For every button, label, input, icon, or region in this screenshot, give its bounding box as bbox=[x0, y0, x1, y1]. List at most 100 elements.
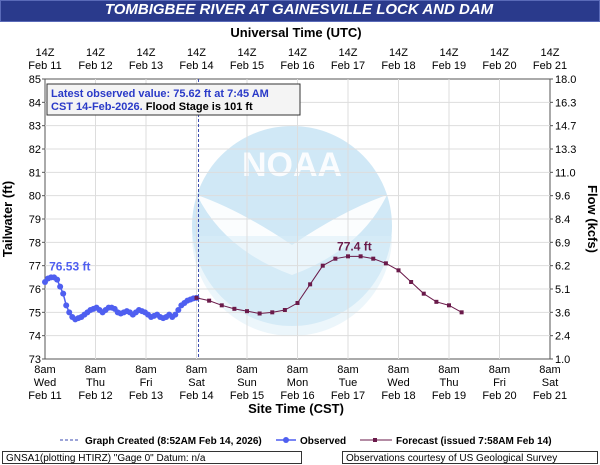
right-tick-label: 6.9 bbox=[555, 237, 570, 249]
legend-observed-label: Observed bbox=[300, 436, 346, 447]
top-tick-label: 14Z bbox=[541, 47, 560, 59]
bottom-tick-label: 8am bbox=[85, 364, 106, 376]
bottom-tick-label: Feb 21 bbox=[533, 390, 567, 402]
top-tick-label: Feb 19 bbox=[432, 60, 466, 72]
forecast-point bbox=[346, 254, 350, 259]
forecast-peak-label: 77.4 ft bbox=[337, 239, 372, 253]
top-tick-label: 14Z bbox=[339, 47, 358, 59]
left-tick-label: 84 bbox=[29, 97, 41, 109]
observed-series bbox=[42, 274, 200, 323]
right-tick-label: 8.4 bbox=[555, 214, 570, 226]
legend-created-label: Graph Created (8:52AM Feb 14, 2026) bbox=[85, 436, 262, 447]
observed-point bbox=[57, 283, 64, 290]
latest-value-box: Latest observed value: 75.62 ft at 7:45 … bbox=[46, 83, 301, 116]
bottom-tick-label: Thu bbox=[86, 377, 105, 389]
bottom-tick-label: Feb 15 bbox=[230, 390, 264, 402]
forecast-point bbox=[282, 308, 287, 312]
footer-credit: Observations courtesy of US Geological S… bbox=[342, 451, 598, 464]
noaa-logo-water bbox=[192, 236, 392, 336]
forecast-point bbox=[383, 261, 388, 266]
left-tick-label: 83 bbox=[29, 121, 41, 133]
noaa-logo-text: NOAA bbox=[242, 146, 342, 184]
legend-observed-marker bbox=[283, 437, 289, 443]
noaa-logo: NOAA bbox=[192, 126, 392, 336]
left-tick-label: 85 bbox=[29, 74, 41, 86]
left-tick-label: 81 bbox=[29, 167, 41, 179]
right-tick-label: 5.1 bbox=[555, 284, 570, 296]
left-axis-ticks: 73 74 75 76 77 78 79 80 81 82 83 84 85 bbox=[29, 74, 45, 366]
right-tick-label: 13.3 bbox=[555, 144, 576, 156]
legend-forecast-marker bbox=[373, 438, 377, 442]
bottom-tick-label: 8am bbox=[34, 364, 55, 376]
legend-forecast-label: Forecast (issued 7:58AM Feb 14) bbox=[396, 436, 552, 447]
bottom-tick-label: 8am bbox=[287, 364, 308, 376]
bottom-tick-label: Feb 20 bbox=[482, 390, 516, 402]
left-tick-label: 74 bbox=[29, 331, 41, 343]
bottom-tick-label: 8am bbox=[388, 364, 409, 376]
bottom-axis-title: Site Time (CST) bbox=[248, 401, 344, 416]
bottom-tick-label: 8am bbox=[236, 364, 257, 376]
top-tick-label: 14Z bbox=[86, 47, 105, 59]
observed-point bbox=[66, 309, 73, 316]
bottom-tick-label: Feb 12 bbox=[78, 390, 112, 402]
left-tick-label: 80 bbox=[29, 191, 41, 203]
top-tick-label: 14Z bbox=[288, 47, 307, 59]
top-tick-label: Feb 12 bbox=[78, 60, 112, 72]
top-tick-label: 14Z bbox=[238, 47, 257, 59]
right-tick-label: 11.0 bbox=[555, 167, 576, 179]
top-tick-label: Feb 16 bbox=[280, 60, 314, 72]
latest-value-date: CST 14-Feb-2026. bbox=[51, 101, 143, 113]
top-tick-label: 14Z bbox=[389, 47, 408, 59]
left-axis-title: Tailwater (ft) bbox=[0, 181, 15, 257]
bottom-tick-label: Feb 14 bbox=[179, 390, 213, 402]
top-tick-label: Feb 13 bbox=[129, 60, 163, 72]
forecast-point bbox=[421, 291, 426, 296]
left-tick-label: 79 bbox=[29, 214, 41, 226]
bottom-tick-label: Mon bbox=[287, 377, 308, 389]
observed-peak-label: 76.53 ft bbox=[49, 260, 90, 274]
top-tick-label: 14Z bbox=[36, 47, 55, 59]
right-axis-title: Flow (kcfs) bbox=[585, 185, 600, 253]
right-tick-label: 9.6 bbox=[555, 191, 570, 203]
footer-datum: GNSA1(plotting HTIRZ) "Gage 0" Datum: n/… bbox=[2, 451, 302, 464]
top-tick-label: 14Z bbox=[490, 47, 509, 59]
latest-value-line2: CST 14-Feb-2026. Flood Stage is 101 ft bbox=[51, 101, 253, 113]
bottom-tick-label: 8am bbox=[438, 364, 459, 376]
bottom-tick-label: Wed bbox=[387, 377, 409, 389]
right-axis-ticks: 1.0 2.4 3.6 5.1 6.2 6.9 8.4 9.6 11.0 13.3 14.7 16.3… bbox=[550, 74, 576, 366]
top-tick-label: 14Z bbox=[440, 47, 459, 59]
bottom-tick-label: Wed bbox=[34, 377, 56, 389]
legend: Graph Created (8:52AM Feb 14, 2026) Obse… bbox=[60, 436, 552, 447]
top-tick-label: Feb 18 bbox=[381, 60, 415, 72]
left-tick-label: 73 bbox=[29, 354, 41, 366]
forecast-line bbox=[196, 255, 462, 315]
observed-point bbox=[54, 276, 61, 283]
flood-stage-text: Flood Stage is 101 ft bbox=[143, 101, 253, 113]
forecast-point bbox=[447, 303, 451, 308]
bottom-tick-label: 8am bbox=[186, 364, 207, 376]
right-tick-label: 1.0 bbox=[555, 354, 570, 366]
grid bbox=[45, 79, 550, 359]
left-tick-label: 78 bbox=[29, 237, 41, 249]
forecast-point bbox=[333, 256, 338, 261]
bottom-tick-label: Feb 18 bbox=[381, 390, 415, 402]
forecast-point bbox=[245, 309, 249, 314]
bottom-tick-label: Feb 13 bbox=[129, 390, 163, 402]
forecast-point bbox=[358, 254, 363, 259]
forecast-point bbox=[320, 263, 325, 268]
forecast-point bbox=[295, 301, 300, 305]
bottom-tick-label: 8am bbox=[135, 364, 156, 376]
bottom-tick-label: 8am bbox=[489, 364, 510, 376]
right-tick-label: 18.0 bbox=[555, 74, 576, 86]
bottom-tick-label: Tue bbox=[339, 377, 358, 389]
right-tick-label: 6.2 bbox=[555, 261, 570, 273]
left-tick-label: 76 bbox=[29, 284, 41, 296]
observed-point bbox=[175, 307, 182, 313]
forecast-series bbox=[194, 254, 464, 316]
bottom-tick-label: Fri bbox=[140, 377, 153, 389]
top-tick-label: Feb 14 bbox=[179, 60, 213, 72]
bottom-tick-label: Feb 17 bbox=[331, 390, 365, 402]
bottom-tick-label: Sat bbox=[188, 377, 205, 389]
